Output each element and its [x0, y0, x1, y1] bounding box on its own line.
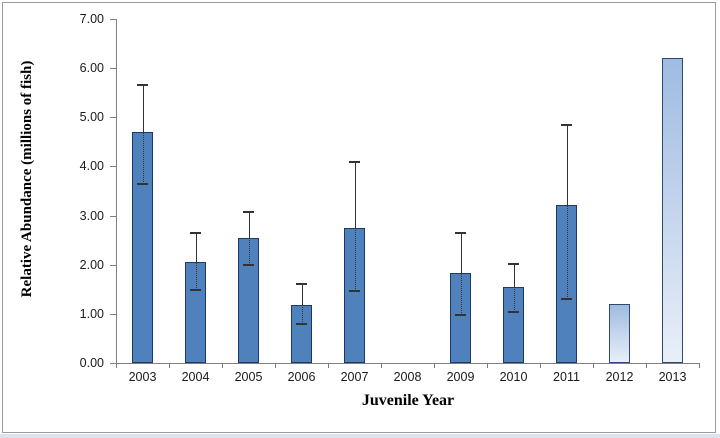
- error-bar-line-inner-2009: [460, 273, 462, 315]
- x-tick-label-2010: 2010: [499, 370, 528, 384]
- error-bar-line-2007: [354, 161, 356, 228]
- y-tick-mark: [110, 215, 116, 217]
- error-bar-cap-top-2003: [137, 84, 148, 87]
- error-bar-cap-top-2007: [349, 160, 360, 163]
- x-tick-label-2013: 2013: [658, 370, 687, 384]
- y-tick-label-2.00: 2.00: [79, 257, 104, 272]
- x-tick-label-2006: 2006: [287, 370, 316, 384]
- x-tick-label-2008: 2008: [393, 370, 422, 384]
- y-tick-mark: [110, 117, 116, 119]
- x-tick-label-2012: 2012: [605, 370, 634, 384]
- x-tick-label-2005: 2005: [234, 370, 263, 384]
- error-bar-cap-bottom-2010: [508, 310, 519, 313]
- error-bar-cap-bottom-2009: [455, 313, 466, 316]
- error-bar-line-2004: [195, 232, 197, 263]
- x-tick-mark: [116, 363, 117, 368]
- x-tick-label-2009: 2009: [446, 370, 475, 384]
- error-bar-line-2006: [301, 283, 303, 305]
- error-bar-cap-top-2010: [508, 262, 519, 265]
- error-bar-cap-top-2004: [190, 231, 201, 234]
- error-bar-line-inner-2005: [248, 237, 250, 265]
- bar-2012: [609, 304, 630, 363]
- x-tick-mark: [222, 363, 223, 368]
- x-tick-label-2011: 2011: [553, 370, 580, 384]
- y-tick-label-1.00: 1.00: [79, 306, 104, 321]
- error-bar-line-2003: [142, 85, 144, 132]
- y-tick-mark: [110, 166, 116, 168]
- x-axis-title: Juvenile Year: [361, 392, 455, 409]
- chart-border-frame: [2, 2, 716, 433]
- error-bar-cap-top-2006: [296, 282, 307, 285]
- error-bar-cap-bottom-2011: [561, 297, 572, 300]
- error-bar-line-2009: [460, 232, 462, 274]
- bottom-edge-strip: [0, 434, 720, 438]
- error-bar-line-2005: [248, 211, 250, 238]
- error-bar-line-inner-2006: [301, 305, 303, 324]
- x-tick-label-2007: 2007: [340, 370, 369, 384]
- error-bar-line-2011: [566, 125, 568, 205]
- error-bar-line-inner-2010: [513, 286, 515, 312]
- error-bar-line-inner-2003: [142, 132, 144, 184]
- error-bar-cap-bottom-2005: [243, 263, 254, 266]
- error-bar-line-inner-2011: [566, 204, 568, 299]
- x-tick-mark: [593, 363, 594, 368]
- error-bar-line-inner-2007: [354, 227, 356, 291]
- x-tick-mark: [381, 363, 382, 368]
- error-bar-cap-bottom-2003: [137, 182, 148, 185]
- y-tick-mark: [110, 313, 116, 315]
- y-tick-label-4.00: 4.00: [79, 159, 104, 174]
- bar-2013: [662, 58, 683, 363]
- x-tick-mark: [487, 363, 488, 368]
- error-bar-line-inner-2004: [195, 262, 197, 290]
- y-tick-label-6.00: 6.00: [79, 61, 104, 76]
- x-tick-mark: [169, 363, 170, 368]
- y-axis-line: [116, 19, 117, 363]
- y-tick-label-5.00: 5.00: [79, 110, 104, 125]
- y-tick-mark: [110, 363, 116, 364]
- y-tick-mark: [110, 19, 116, 20]
- x-tick-mark: [646, 363, 647, 368]
- y-axis-title: Relative Abundance (millions of fish): [19, 60, 35, 298]
- x-tick-mark: [540, 363, 541, 368]
- error-bar-cap-top-2009: [455, 231, 466, 234]
- error-bar-line-2010: [513, 263, 515, 287]
- x-axis-line: [116, 363, 700, 364]
- x-tick-label-2003: 2003: [128, 370, 157, 384]
- x-tick-mark: [434, 363, 435, 368]
- y-tick-label-0.00: 0.00: [79, 356, 104, 370]
- y-tick-label-3.00: 3.00: [79, 208, 104, 223]
- x-tick-mark: [328, 363, 329, 368]
- x-tick-label-2004: 2004: [181, 370, 210, 384]
- x-tick-mark: [699, 363, 700, 368]
- y-tick-mark: [110, 68, 116, 70]
- x-tick-mark: [275, 363, 276, 368]
- y-tick-label-7.00: 7.00: [79, 12, 104, 26]
- error-bar-cap-bottom-2006: [296, 322, 307, 325]
- error-bar-cap-bottom-2004: [190, 288, 201, 291]
- error-bar-cap-top-2011: [561, 124, 572, 127]
- error-bar-cap-bottom-2007: [349, 289, 360, 292]
- error-bar-cap-top-2005: [243, 210, 254, 213]
- y-tick-mark: [110, 264, 116, 266]
